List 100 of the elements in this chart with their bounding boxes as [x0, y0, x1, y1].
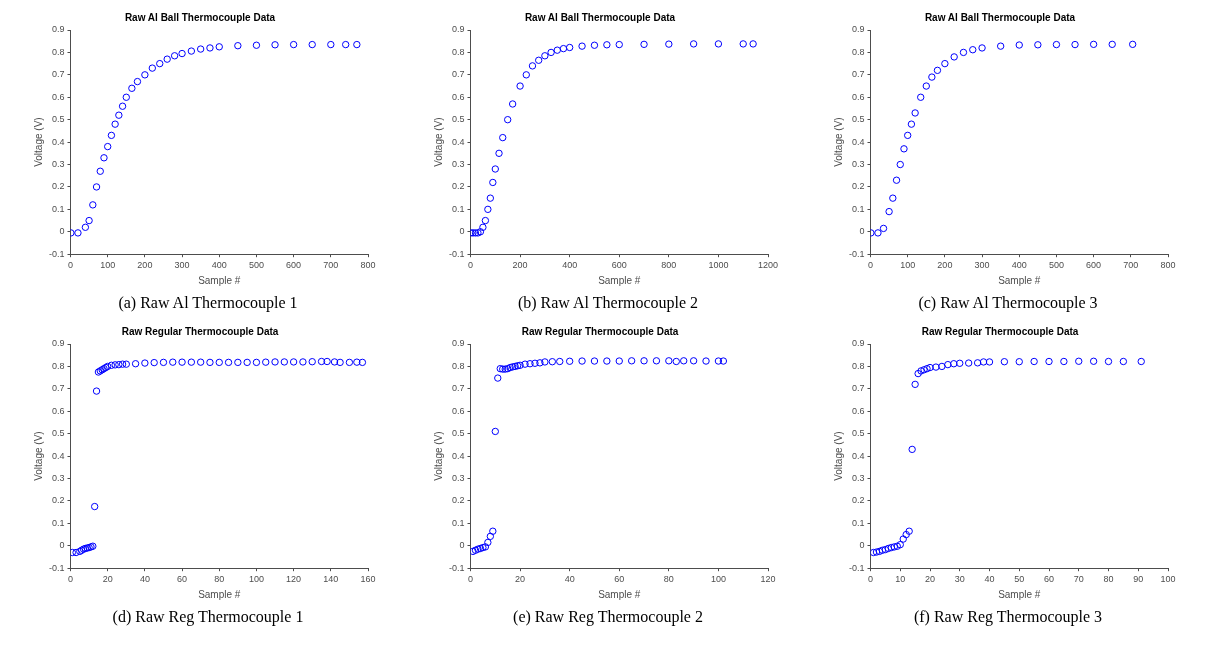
point [902, 530, 910, 539]
x-tick-label: 0 [468, 574, 474, 585]
point [627, 357, 636, 365]
y-tick-label: 0 [459, 540, 465, 551]
y-tick-label: 0.3 [851, 473, 865, 483]
point [358, 358, 367, 367]
point [252, 358, 261, 367]
text: (a) Raw Al Thermocouple 1 [117, 293, 299, 314]
point [1119, 357, 1128, 366]
x-tick-label: 80 [663, 574, 674, 585]
point [196, 358, 205, 366]
x-tick-label: 1200 [757, 260, 779, 271]
point [899, 535, 907, 543]
y-tick-label: 0.1 [851, 203, 865, 214]
point [234, 41, 242, 50]
x-tick-label: 0 [868, 574, 874, 585]
point [481, 216, 490, 225]
y-tick-label: -0.1 [848, 248, 865, 259]
point [553, 46, 561, 54]
y-tick-label: 0 [859, 226, 865, 237]
point [1045, 357, 1053, 366]
point [96, 167, 104, 175]
point [702, 357, 710, 365]
x-tick-label: 80 [214, 574, 225, 585]
x-tick-label: 800 [360, 260, 376, 271]
x-tick-label: 0 [868, 260, 874, 271]
point [534, 56, 543, 64]
point [178, 49, 186, 58]
x-tick-label: 0 [68, 574, 74, 585]
y-tick-label: 0.7 [851, 383, 865, 394]
chart-title: Raw Al Ball Thermocouple Data [124, 11, 276, 23]
point [141, 359, 149, 367]
point [536, 359, 544, 367]
y-tick-label: 0.8 [451, 46, 465, 57]
y-tick-label: 0.4 [851, 450, 865, 461]
point [486, 532, 495, 541]
point [559, 44, 568, 53]
point [476, 544, 485, 553]
y-tick-label: 0.6 [451, 91, 465, 102]
point [169, 358, 177, 366]
point [874, 229, 882, 237]
point [131, 360, 140, 368]
point [541, 52, 549, 60]
point [107, 131, 116, 140]
point [516, 361, 524, 369]
point [308, 358, 316, 366]
point [739, 40, 747, 48]
x-tick-label: 30 [954, 574, 965, 585]
x-tick-label: 10 [895, 574, 906, 585]
chart-title: Raw Al Ball Thermocouple Data [924, 11, 1076, 23]
y-tick-label: 0.8 [51, 46, 65, 57]
point [1128, 40, 1137, 49]
y-tick-label: 0.5 [851, 428, 865, 439]
point [889, 194, 897, 202]
y-tick-label: 0.8 [51, 360, 65, 371]
point [496, 364, 504, 373]
y-axis-title: Voltage (V) [432, 431, 444, 481]
y-tick-label: 0.7 [51, 69, 65, 80]
point [920, 366, 928, 374]
point [336, 358, 344, 367]
x-tick-label: 120 [760, 574, 776, 585]
chart-title: Raw Regular Thermocouple Data [921, 325, 1079, 337]
point [521, 360, 529, 368]
x-tick-label: 100 [710, 574, 726, 585]
x-tick-label: 600 [1086, 260, 1102, 271]
point [128, 84, 136, 92]
y-tick-label: 0.9 [51, 338, 65, 349]
x-axis-title: Sample # [998, 274, 1041, 286]
y-tick-label: 0.1 [451, 203, 465, 214]
y-tick-label: 0.6 [851, 405, 865, 416]
point [215, 43, 223, 51]
y-axis-title: Voltage (V) [32, 117, 44, 167]
point [481, 543, 490, 551]
chart-title: Raw Regular Thermocouple Data [121, 325, 279, 337]
point [875, 547, 884, 556]
y-tick-label: 0.9 [451, 24, 465, 35]
chart-title: Raw Al Ball Thermocouple Data [524, 11, 676, 23]
point [578, 357, 586, 365]
y-tick-label: 0.2 [51, 495, 65, 506]
x-axis-title: Sample # [198, 588, 241, 600]
point [1030, 357, 1038, 366]
y-tick-label: -0.1 [848, 562, 865, 573]
point [749, 40, 757, 48]
x-tick-label: 200 [512, 260, 528, 271]
point [1052, 40, 1061, 49]
point [299, 358, 307, 366]
point [922, 82, 930, 90]
y-tick-label: 0.5 [451, 428, 465, 439]
point [289, 40, 298, 49]
text: (e) Raw Reg Thermocouple 2 [512, 607, 704, 628]
point [603, 41, 611, 49]
point [926, 363, 934, 372]
x-tick-label: 300 [974, 260, 990, 271]
y-tick-label: 0.9 [851, 338, 865, 349]
point [900, 145, 908, 153]
point [187, 358, 196, 366]
point [90, 502, 99, 511]
point [107, 361, 116, 369]
point [494, 374, 502, 382]
point [234, 358, 242, 367]
